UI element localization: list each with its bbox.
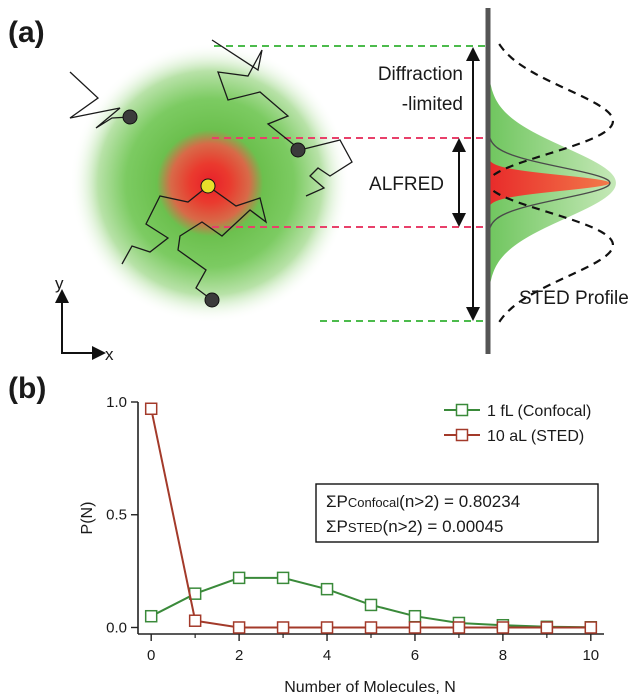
- x-tick-label: 10: [582, 647, 599, 664]
- trajectory-2: [211, 39, 299, 149]
- data-point-series-0: [232, 571, 246, 585]
- data-point-series-1: [144, 402, 158, 416]
- chart-legend: 1 fL (Confocal) 10 aL (STED): [444, 403, 591, 445]
- x-tick-label: 0: [147, 647, 155, 664]
- y-tick-label: 1.0: [106, 394, 127, 411]
- molecule-excited: [200, 178, 216, 194]
- y-axis-title: P(N): [79, 502, 96, 535]
- trajectory-3: [299, 139, 353, 197]
- data-point-series-0: [320, 582, 334, 596]
- data-point-series-1: [364, 621, 378, 634]
- molecule-trajectories: [69, 39, 353, 301]
- x-axis-title: Number of Molecules, N: [284, 679, 456, 696]
- data-point-series-1: [320, 621, 334, 634]
- data-point-series-0: [144, 609, 158, 623]
- x-tick-label: 4: [323, 647, 331, 664]
- data-point-series-1: [496, 621, 510, 634]
- x-tick-label: 2: [235, 647, 243, 664]
- sum-probability-box: ΣPConfocal(n>2) = 0.80234 ΣPSTED(n>2) = …: [315, 483, 599, 543]
- molecule-dark-3: [204, 292, 220, 308]
- data-point-series-1: [540, 621, 554, 634]
- x-tick-label: 6: [411, 647, 419, 664]
- y-tick-label: 0.5: [106, 507, 127, 524]
- data-point-series-1: [188, 614, 202, 627]
- chart-series: [144, 402, 598, 634]
- sted-profile: [487, 40, 616, 326]
- legend-marker: [455, 403, 469, 417]
- trajectory-1: [69, 71, 131, 129]
- x-tick-label: 8: [499, 647, 507, 664]
- diffraction-label-line2: -limited: [402, 94, 463, 115]
- sum-confocal-text: ΣPConfocal(n>2) = 0.80234: [326, 492, 520, 511]
- y-tick-label: 0.0: [106, 619, 127, 636]
- molecule-dark-2: [290, 142, 306, 158]
- data-point-series-1: [232, 621, 246, 634]
- diffraction-label-line1: Diffraction: [378, 64, 463, 85]
- data-point-series-1: [452, 621, 466, 634]
- trajectory-4: [177, 185, 268, 301]
- sum-sted-text: ΣPSTED(n>2) = 0.00045: [326, 517, 504, 536]
- xy-axes-indicator: [55, 289, 106, 360]
- legend-marker: [455, 428, 469, 442]
- data-point-series-0: [276, 571, 290, 585]
- data-point-series-1: [584, 621, 598, 634]
- data-point-series-1: [276, 621, 290, 634]
- data-point-series-1: [408, 621, 422, 634]
- data-point-series-0: [364, 598, 378, 612]
- axis-y-label: y: [55, 274, 64, 293]
- probability-chart: 0 2 4 6 8 100.00.51.0 Number of Molecules, N …: [79, 394, 604, 696]
- legend-label: 1 fL (Confocal): [487, 403, 591, 420]
- legend-label: 10 aL (STED): [487, 428, 584, 445]
- molecule-dark-1: [122, 109, 138, 125]
- panel-b-label: (b): [8, 372, 46, 405]
- alfred-label: ALFRED: [369, 174, 444, 195]
- axis-x-label: x: [105, 345, 114, 364]
- data-point-series-0: [408, 609, 422, 623]
- sted-profile-label: STED Profile: [519, 288, 629, 309]
- sted-effective-profile-line: [487, 127, 611, 239]
- panel-a-label: (a): [8, 16, 45, 49]
- chart-ticks: 0 2 4 6 8 10 0.0 0.5 1.0: [106, 394, 599, 664]
- trajectory-5: [121, 185, 209, 265]
- sted-profile-fill: [488, 148, 610, 218]
